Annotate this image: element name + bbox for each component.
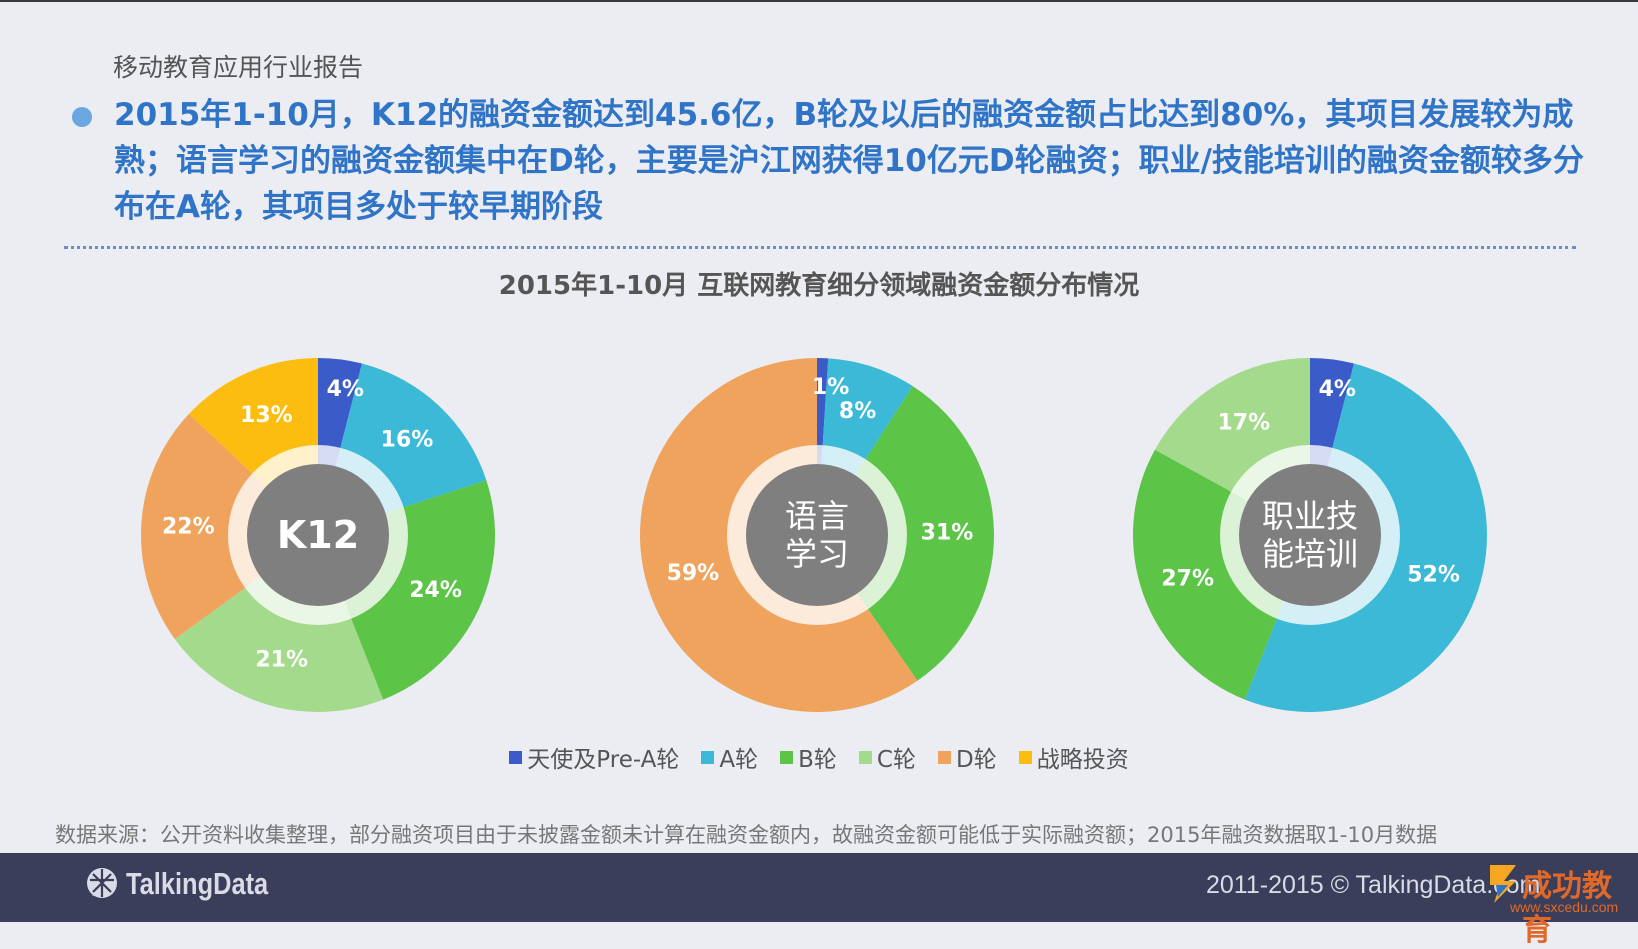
- legend-label: B轮: [798, 747, 837, 773]
- legend-swatch: [937, 750, 951, 764]
- slice-label: 4%: [1319, 377, 1356, 402]
- legend-label: 战略投资: [1036, 747, 1129, 773]
- donut-charts: K12 4% 16% 24% 21% 22% 13% 语言学习 1%8% 31% 59% 职业技能培训…: [140, 358, 1487, 713]
- center-label: K12: [277, 513, 359, 557]
- slice-label: 16%: [381, 428, 434, 453]
- slice-label: 17%: [1217, 411, 1270, 436]
- center-label: 职业技: [1262, 497, 1358, 535]
- slice-label: 24%: [409, 578, 462, 603]
- footer-bar: TalkingData 2011-2015 © TalkingData.com …: [0, 853, 1638, 948]
- footer-logo[interactable]: TalkingData: [84, 866, 299, 902]
- bullet-icon: [72, 107, 92, 127]
- legend-swatch: [1018, 750, 1032, 764]
- source-note: 数据来源：公开资料收集整理，部分融资项目由于未披露金额未计算在融资金额内，故融资…: [55, 823, 1438, 847]
- slice-label: 27%: [1161, 567, 1214, 592]
- dotted-divider: [64, 246, 1576, 249]
- legend-label: 天使及Pre-A轮: [527, 747, 680, 773]
- hub-circle: [247, 464, 389, 606]
- legend-swatch: [509, 750, 523, 764]
- slice-label: 59%: [667, 561, 720, 586]
- donut-chart-1: K12 4% 16% 24% 21% 22% 13%: [140, 358, 496, 713]
- legend-swatch: [780, 750, 794, 764]
- watermark-url: www.sxcedu.com: [1510, 899, 1619, 915]
- legend-item: D轮: [937, 740, 997, 774]
- slice-label: 13%: [240, 403, 293, 428]
- legend-item: 天使及Pre-A轮: [509, 740, 679, 774]
- slice-label: 8%: [839, 399, 876, 424]
- legend-swatch: [858, 750, 872, 764]
- donut-chart-2: 语言学习 1%8% 31% 59%: [639, 358, 994, 713]
- legend-label: D轮: [955, 747, 997, 773]
- slice-label: 31%: [921, 520, 974, 545]
- hub-circle: [1239, 464, 1381, 606]
- slide-top-border: [0, 0, 1638, 2]
- center-label: 学习: [785, 535, 849, 573]
- legend-item: C轮: [858, 740, 916, 774]
- slice-label: 1%: [812, 375, 849, 400]
- slice-label: 52%: [1407, 563, 1460, 588]
- headline: 2015年1-10月，K12的融资金额达到45.6亿，B轮及以后的融资金额占比达…: [114, 97, 1584, 225]
- watermark: 成功教育 www.sxcedu.com: [1486, 853, 1638, 948]
- legend-item: A轮: [701, 740, 758, 774]
- hub-circle: [746, 464, 888, 606]
- report-label: 移动教育应用行业报告: [113, 53, 364, 82]
- chart-legend: 天使及Pre-A轮 A轮 B轮 C轮 D轮 战略投资: [0, 740, 1638, 774]
- chart-title: 2015年1-10月 互联网教育细分领域融资金额分布情况: [498, 271, 1140, 301]
- watermark-logo-icon: [1490, 865, 1516, 903]
- footer-logo-text: TalkingData: [126, 866, 269, 901]
- center-label: 能培训: [1262, 535, 1358, 573]
- center-label: 语言: [785, 497, 849, 535]
- legend-label: C轮: [876, 747, 916, 773]
- slice-label: 21%: [255, 647, 308, 672]
- legend-item: B轮: [780, 740, 837, 774]
- legend-item: 战略投资: [1018, 740, 1129, 774]
- slice-label: 4%: [327, 377, 364, 402]
- legend-label: A轮: [719, 747, 759, 773]
- slice-label: 22%: [162, 514, 215, 539]
- talkingdata-logo-icon: [87, 868, 117, 898]
- legend-swatch: [701, 750, 715, 764]
- copyright-text: 2011-2015 © TalkingData.com: [1206, 871, 1541, 899]
